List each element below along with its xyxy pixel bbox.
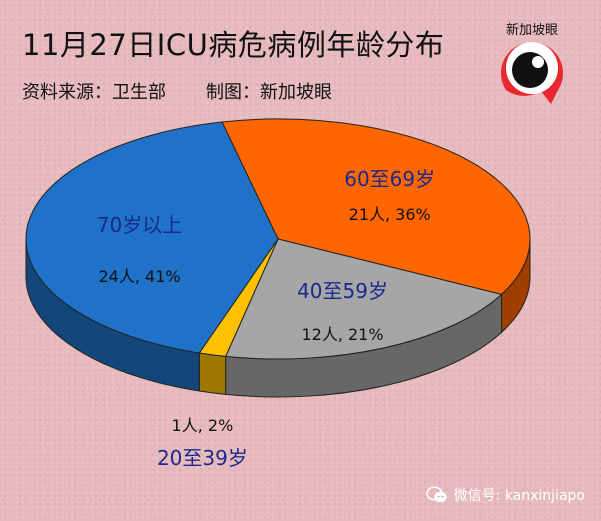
pie-slice-3 [25, 121, 279, 354]
slice-label-0: 60至69岁 [344, 167, 435, 191]
slice-value-3: 24人, 41% [98, 267, 180, 286]
logo-text: 新加坡眼 [506, 22, 558, 38]
chart-title: 11月27日ICU病危病例年龄分布 [22, 28, 445, 62]
slice-label-3: 70岁以上 [97, 213, 182, 237]
eye-logo-icon: 新加坡眼 [501, 22, 563, 104]
slice-value-1: 12人, 21% [301, 325, 383, 344]
slice-label-2: 20至39岁 [157, 446, 248, 470]
credit-label: 制图：新加坡眼 [206, 82, 332, 103]
pie-slice-0 [221, 118, 531, 295]
slice-value-2: 1人, 2% [172, 416, 234, 435]
wechat-icon [425, 486, 447, 503]
slice-label-1: 40至59岁 [297, 279, 388, 303]
pie-side-2 [198, 352, 227, 395]
pie-slice-1 [224, 238, 503, 360]
slice-value-0: 21人, 36% [349, 205, 431, 224]
watermark: 微信号: kanxinjiapo [425, 485, 585, 505]
chart-subtitle: 资料来源：卫生部 制图：新加坡眼 [22, 78, 332, 104]
watermark-text: 微信号: kanxinjiapo [453, 488, 585, 504]
source-label: 资料来源：卫生部 [22, 82, 166, 103]
